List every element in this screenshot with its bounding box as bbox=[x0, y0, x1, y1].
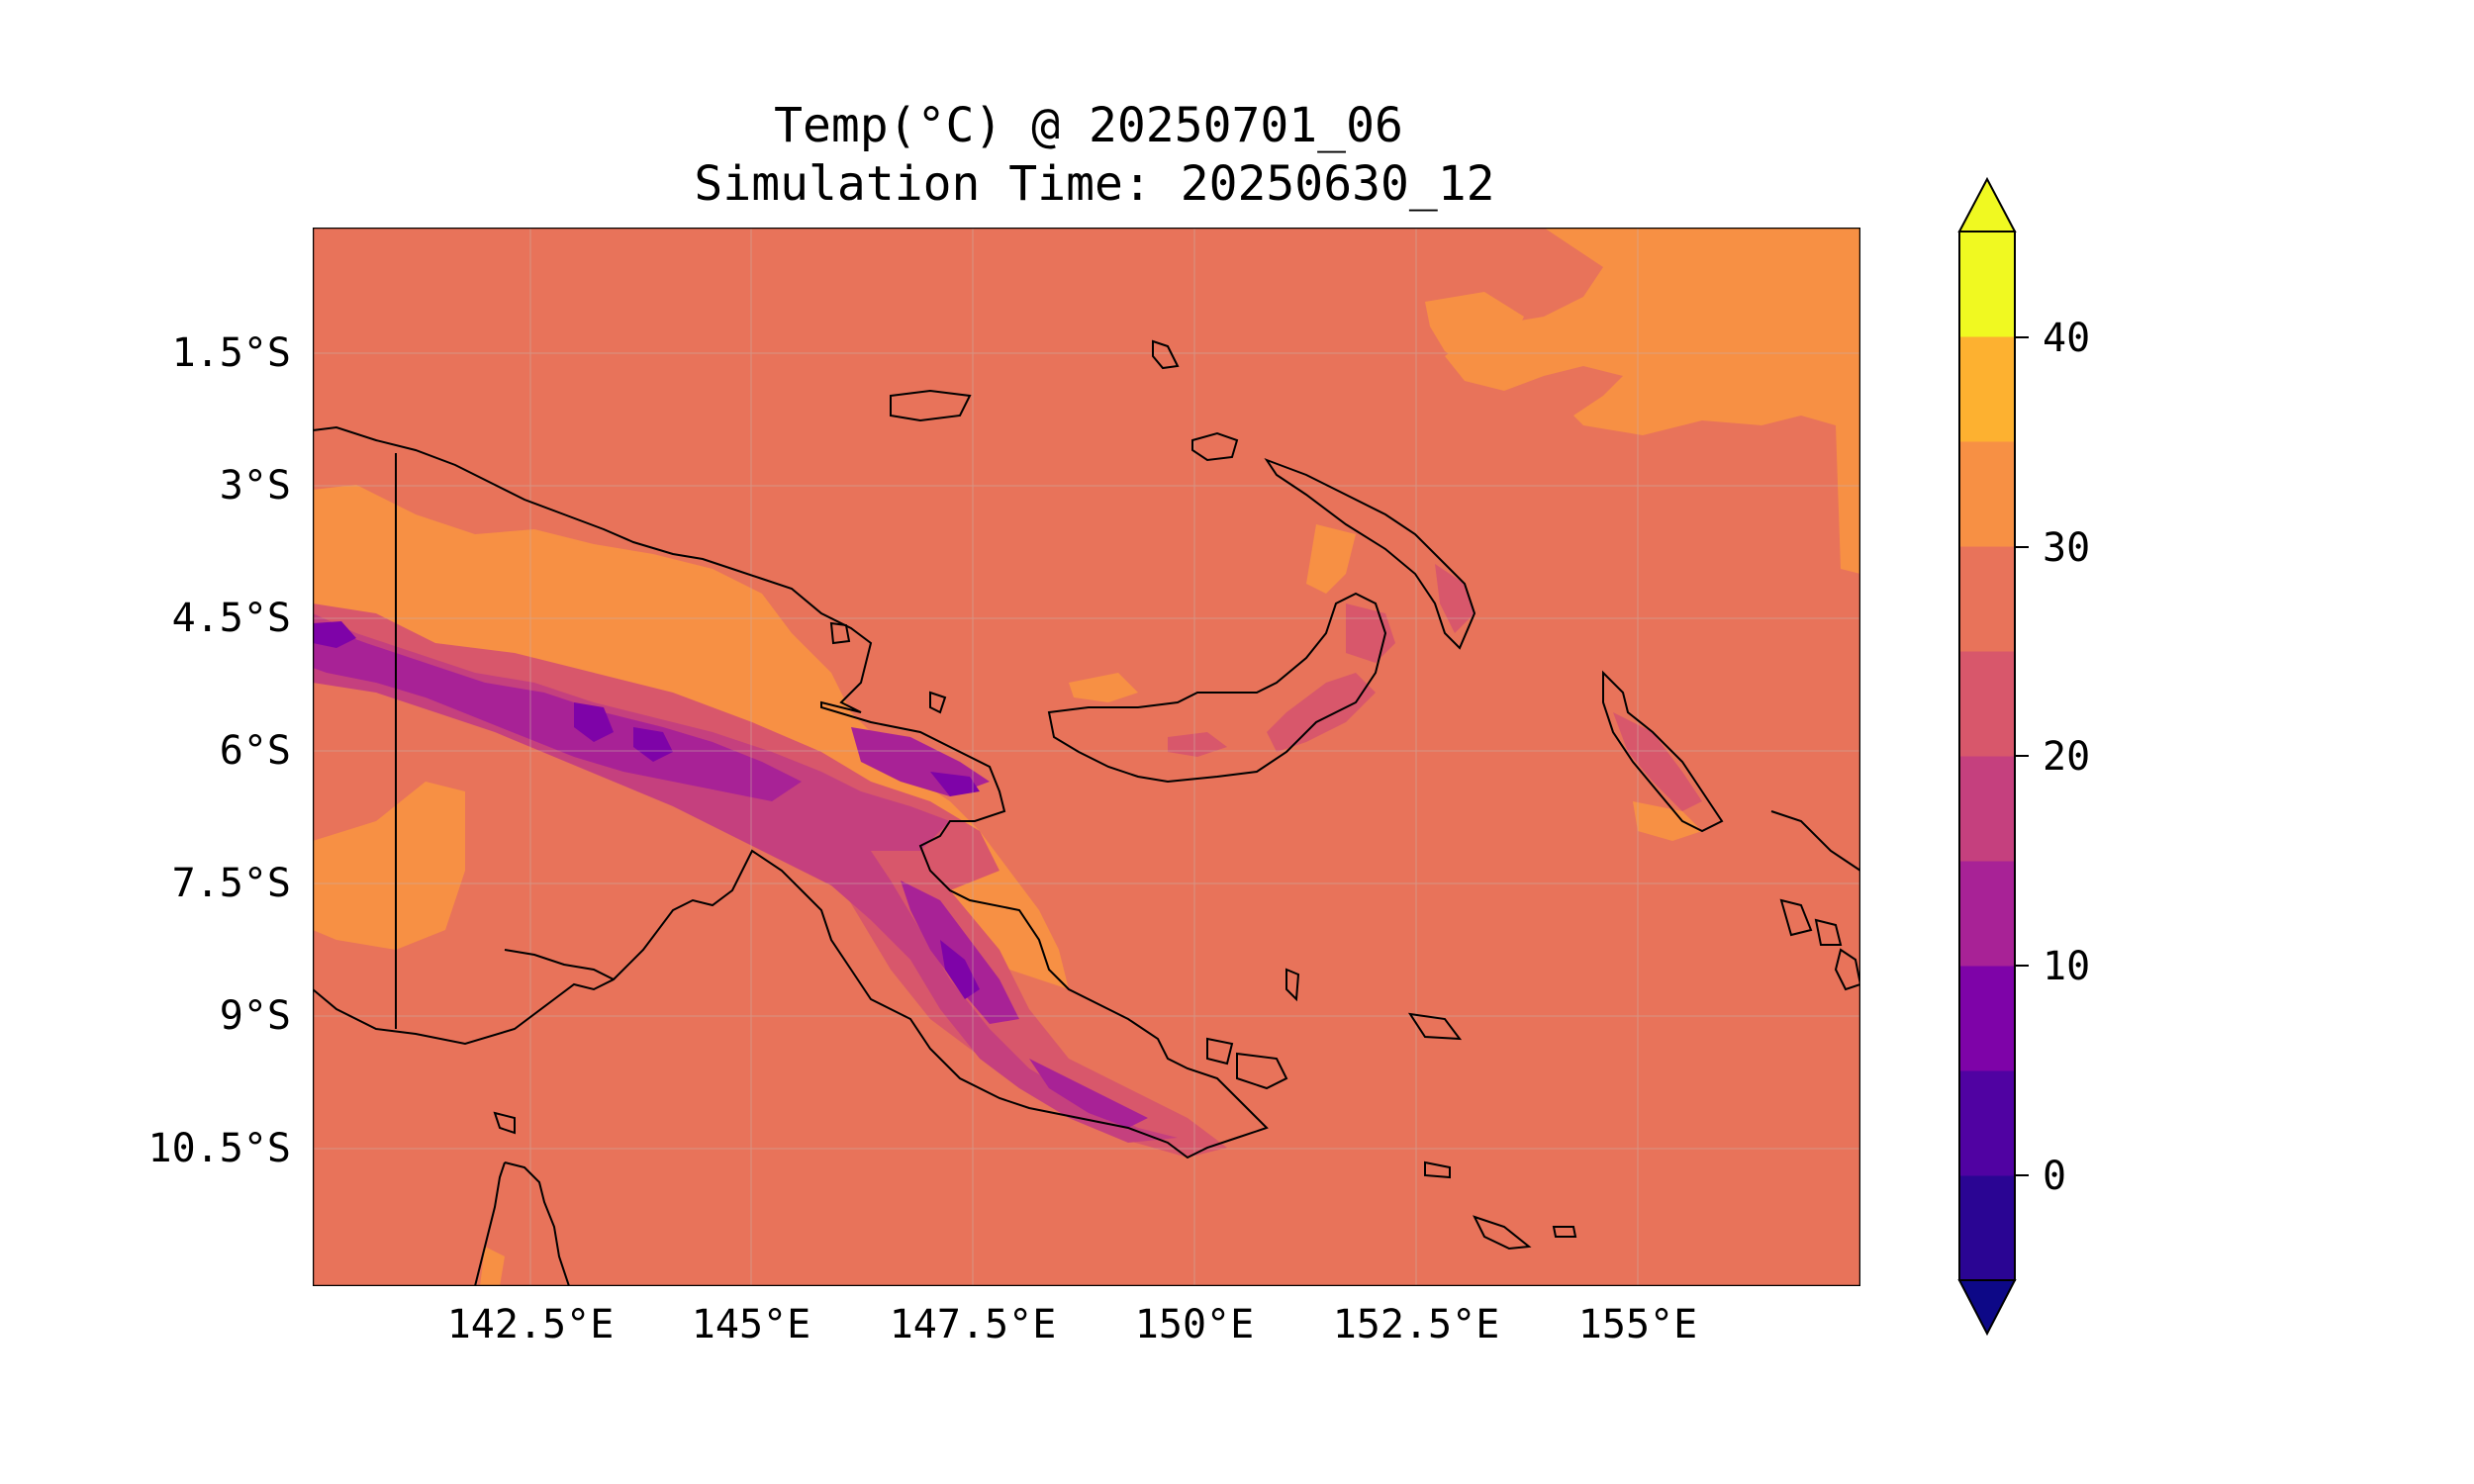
x-axis: 142.5°E 145°E 147.5°E 150°E 152.5°E 155°… bbox=[447, 1302, 1698, 1347]
coldest-spot bbox=[930, 772, 980, 796]
colorbar-under-triangle bbox=[1957, 1279, 2017, 1337]
x-tick-label: 150°E bbox=[1135, 1302, 1254, 1347]
colorbar-segment bbox=[1959, 651, 2015, 757]
d-entrecasteaux-islands bbox=[1206, 1037, 1234, 1066]
coldest-spot bbox=[313, 621, 356, 648]
x-tick-label: 147.5°E bbox=[890, 1302, 1057, 1347]
colorbar: 40 30 20 10 0 bbox=[1957, 176, 2090, 1337]
northern-islands-coastline bbox=[1152, 339, 1180, 370]
new-britain-coastline bbox=[1047, 592, 1387, 784]
warm-ocean-area bbox=[1445, 228, 1860, 574]
map-gridlines bbox=[313, 228, 1860, 1286]
figure-title-line1: Temp(°C) @ 20250701_06 bbox=[774, 98, 1403, 153]
d-entrecasteaux-islands bbox=[1236, 1052, 1288, 1090]
new-ireland-cool bbox=[1435, 564, 1475, 633]
y-tick-label: 6°S bbox=[220, 728, 291, 774]
colorbar-segment bbox=[1959, 966, 2015, 1071]
torres-strait-islands bbox=[493, 1111, 516, 1135]
x-tick-label: 155°E bbox=[1578, 1302, 1697, 1347]
colorbar-tick-label: 0 bbox=[2043, 1154, 2066, 1199]
colorbar-segment bbox=[1959, 1175, 2015, 1281]
manus-island-coastline bbox=[1191, 431, 1239, 462]
trobriand-islands bbox=[1285, 968, 1300, 1002]
colorbar-segment bbox=[1959, 441, 2015, 547]
figure-title-line2: Simulation Time: 20250630_12 bbox=[694, 156, 1494, 212]
warm-lowland-south bbox=[313, 782, 465, 950]
warm-ocean-patch bbox=[1425, 292, 1524, 371]
louisiade-islands bbox=[1552, 1226, 1577, 1238]
x-tick-label: 142.5°E bbox=[447, 1302, 615, 1347]
bougainville-coastline bbox=[1602, 670, 1724, 833]
bougainville-cool bbox=[1613, 712, 1702, 811]
y-tick-label: 10.5°S bbox=[148, 1126, 292, 1171]
warm-lowland-north bbox=[313, 485, 1069, 989]
northern-islands-coastline bbox=[929, 691, 947, 714]
coldest-spot bbox=[633, 727, 673, 762]
y-tick-label: 7.5°S bbox=[172, 861, 291, 906]
y-tick-label: 9°S bbox=[220, 993, 291, 1039]
solomon-islands-coastline bbox=[1814, 918, 1843, 946]
colder-highland-core bbox=[313, 613, 1178, 1143]
y-tick-label: 3°S bbox=[220, 463, 291, 509]
new-britain-warm bbox=[1306, 524, 1356, 594]
northern-islands-coastline bbox=[829, 621, 851, 645]
louisiade-islands bbox=[1473, 1215, 1532, 1251]
colorbar-ticks bbox=[2015, 336, 2029, 1176]
new-britain-warm bbox=[1069, 673, 1138, 702]
colorbar-segment bbox=[1959, 1070, 2015, 1176]
coldest-spot bbox=[574, 702, 614, 742]
colorbar-tick-label: 40 bbox=[2043, 316, 2090, 361]
cape-york-warm bbox=[480, 1247, 505, 1286]
cape-york-coastline bbox=[474, 1161, 506, 1286]
new-ireland-coastline bbox=[1264, 457, 1476, 650]
cold-highland-core bbox=[313, 623, 802, 801]
bougainville-warm bbox=[1633, 801, 1702, 841]
colorbar-segment bbox=[1959, 546, 2015, 652]
cape-york-coastline bbox=[504, 1161, 570, 1286]
map-panel bbox=[313, 228, 1860, 1286]
y-tick-label: 4.5°S bbox=[172, 596, 291, 641]
y-axis: 1.5°S 3°S 4.5°S 6°S 7.5°S 9°S 10.5°S bbox=[148, 330, 292, 1171]
coldest-spot bbox=[940, 940, 980, 999]
cold-highland-core bbox=[901, 881, 1019, 1024]
northern-islands-coastline bbox=[890, 389, 972, 422]
colorbar-tick-label: 20 bbox=[2043, 734, 2090, 780]
solomon-islands-coastline bbox=[1770, 810, 1860, 872]
colorbar-tick-label: 10 bbox=[2043, 944, 2090, 989]
cold-highland-core bbox=[1029, 1059, 1148, 1128]
fly-river-coast bbox=[504, 949, 615, 980]
louisiade-islands bbox=[1424, 1160, 1451, 1179]
colorbar-tick-label: 30 bbox=[2043, 525, 2090, 571]
colorbar-over-triangle bbox=[1957, 176, 2017, 232]
solomon-islands-coastline bbox=[1779, 898, 1813, 937]
colorbar-segment bbox=[1959, 336, 2015, 442]
colorbar-segment bbox=[1959, 756, 2015, 862]
colorbar-segment bbox=[1959, 861, 2015, 967]
warm-ocean-patch bbox=[1776, 228, 1860, 346]
coastlines bbox=[313, 339, 1860, 1286]
colorbar-segment bbox=[1959, 232, 2015, 337]
x-tick-label: 152.5°E bbox=[1333, 1302, 1500, 1347]
x-tick-label: 145°E bbox=[692, 1302, 810, 1347]
new-guinea-coastline bbox=[313, 425, 1269, 1159]
woodlark-island bbox=[1407, 1012, 1463, 1041]
solomon-islands-coastline bbox=[1834, 948, 1860, 991]
y-tick-label: 1.5°S bbox=[172, 330, 291, 376]
new-britain-cool bbox=[1267, 673, 1376, 752]
colorbar-segments bbox=[1959, 232, 2015, 1281]
